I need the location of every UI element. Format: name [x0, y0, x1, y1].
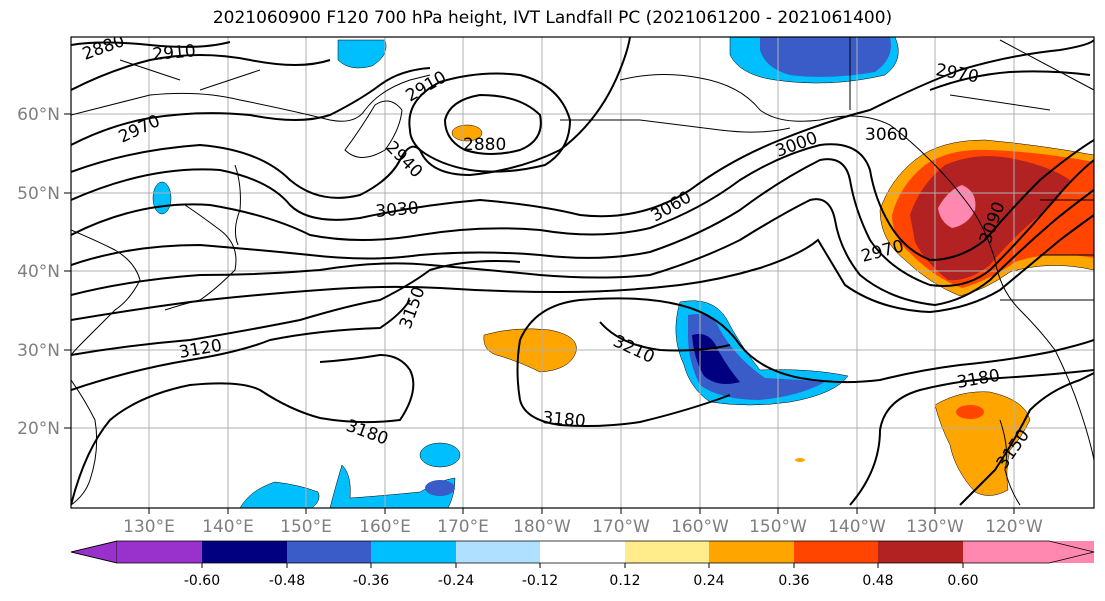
contour-line — [71, 37, 631, 199]
negative-anomaly-region — [692, 334, 740, 384]
colorbar-tick-label: -0.60 — [184, 573, 220, 589]
colorbar-tick-label: -0.36 — [353, 573, 389, 589]
lon-label: 160°W — [671, 517, 729, 537]
contour-line — [71, 353, 415, 506]
colorbar: -0.60 -0.48 -0.36 -0.24 -0.12 0.12 0.24 … — [70, 540, 1095, 589]
lon-label: 140°W — [828, 517, 886, 537]
contour-label: 3180 — [542, 408, 587, 432]
lon-label: 150°W — [749, 517, 807, 537]
baja-coastline — [999, 419, 1021, 506]
siberia-borders — [119, 39, 1094, 111]
positive-anomaly-region — [956, 405, 984, 419]
contour-line — [71, 41, 231, 48]
colorbar-bin — [709, 541, 794, 563]
contour-line — [71, 158, 1094, 287]
lon-label: 150°E — [280, 517, 332, 537]
contour-line — [599, 321, 731, 352]
colorbar-outline — [70, 540, 1095, 564]
korea-china-coastline — [71, 229, 141, 356]
contour-line — [71, 214, 1094, 321]
negative-anomaly-region — [152, 181, 172, 215]
colorbar-bin — [625, 541, 709, 563]
coastlines — [71, 37, 1094, 506]
colorbar-bin — [371, 541, 456, 563]
lon-label: 120°W — [985, 517, 1043, 537]
contour-line — [849, 369, 1094, 506]
colorbar-bin — [878, 541, 963, 563]
colorbar-bin — [794, 541, 878, 563]
lat-label: 30°N — [17, 341, 60, 361]
negative-anomaly-region — [239, 481, 320, 508]
contour-line — [929, 70, 1091, 91]
longitude-labels: 130°E 140°E 150°E 160°E 170°E 180°W 170°… — [123, 517, 1043, 537]
contour-line — [71, 39, 1094, 221]
height-contours — [71, 37, 1094, 506]
colorbar-extend-high — [963, 541, 1094, 563]
gridlines — [71, 37, 1094, 508]
negative-anomaly-region — [760, 37, 891, 77]
contour-line — [443, 93, 542, 155]
positive-anomaly-region — [934, 391, 1031, 496]
lon-label: 170°W — [592, 517, 650, 537]
colorbar-tick-label: 0.48 — [862, 573, 893, 589]
lon-label: 180°W — [513, 517, 571, 537]
lon-label: 130°E — [123, 517, 175, 537]
contour-line — [71, 299, 411, 391]
china-coast-south — [71, 379, 98, 506]
negative-anomaly-region — [425, 480, 455, 496]
tick-marks — [64, 113, 1015, 514]
contour-line — [516, 297, 1094, 401]
lat-label: 60°N — [17, 105, 60, 125]
negative-anomaly-region — [337, 39, 387, 69]
colorbar-bin — [540, 541, 625, 563]
colorbar-tick-label: 0.12 — [609, 573, 640, 589]
contour-label: 3060 — [865, 125, 908, 145]
colorbar-tick-label: 0.24 — [693, 573, 724, 589]
na-borders — [849, 37, 1094, 301]
alaska-coastline — [619, 73, 1094, 461]
asia-coastline — [71, 74, 431, 122]
lon-label: 170°E — [437, 517, 489, 537]
colorbar-bin — [202, 541, 287, 563]
contour-line — [408, 72, 572, 173]
colorbar-bin — [117, 541, 202, 563]
colorbar-tick-label: 0.60 — [947, 573, 978, 589]
colorbar-tick-label: -0.24 — [438, 573, 474, 589]
lat-label: 40°N — [17, 262, 60, 282]
contour-line — [71, 189, 1094, 307]
contour-line — [71, 54, 331, 91]
colorbar-tick-label: -0.48 — [269, 573, 305, 589]
contour-line — [71, 260, 521, 356]
positive-anomaly-region — [910, 156, 1070, 281]
contour-line — [71, 139, 1094, 262]
negative-anomaly-region — [419, 442, 461, 468]
contour-line — [959, 372, 1094, 506]
positive-anomaly-region — [451, 124, 483, 142]
contour-label: 2910 — [152, 41, 197, 65]
latitude-labels: 20°N 30°N 40°N 50°N 60°N — [17, 105, 60, 439]
lon-label: 160°E — [359, 517, 411, 537]
contour-label: 2880 — [463, 135, 506, 155]
contour-line — [71, 67, 431, 146]
lat-label: 20°N — [17, 419, 60, 439]
colorbar-tick-label: -0.12 — [522, 573, 558, 589]
positive-anomaly-region — [795, 458, 805, 462]
colorbar-extend-low — [70, 540, 118, 564]
map-title: 2021060900 F120 700 hPa height, IVT Land… — [212, 8, 893, 28]
colorbar-ticks — [201, 563, 964, 568]
contour-label: 3030 — [375, 198, 420, 222]
kamchatka-coastline — [344, 100, 403, 158]
colorbar-tick-label: 0.36 — [778, 573, 809, 589]
colorbar-bin — [287, 541, 371, 563]
lon-label: 140°E — [202, 517, 254, 537]
contour-line — [519, 394, 731, 427]
lon-label: 130°W — [906, 517, 964, 537]
negative-anomaly-region — [329, 464, 456, 508]
colorbar-bin — [456, 541, 540, 563]
aleutian-arc — [560, 119, 791, 133]
positive-anomaly-region — [938, 185, 976, 228]
map-border — [70, 36, 1095, 509]
lat-label: 50°N — [17, 184, 60, 204]
